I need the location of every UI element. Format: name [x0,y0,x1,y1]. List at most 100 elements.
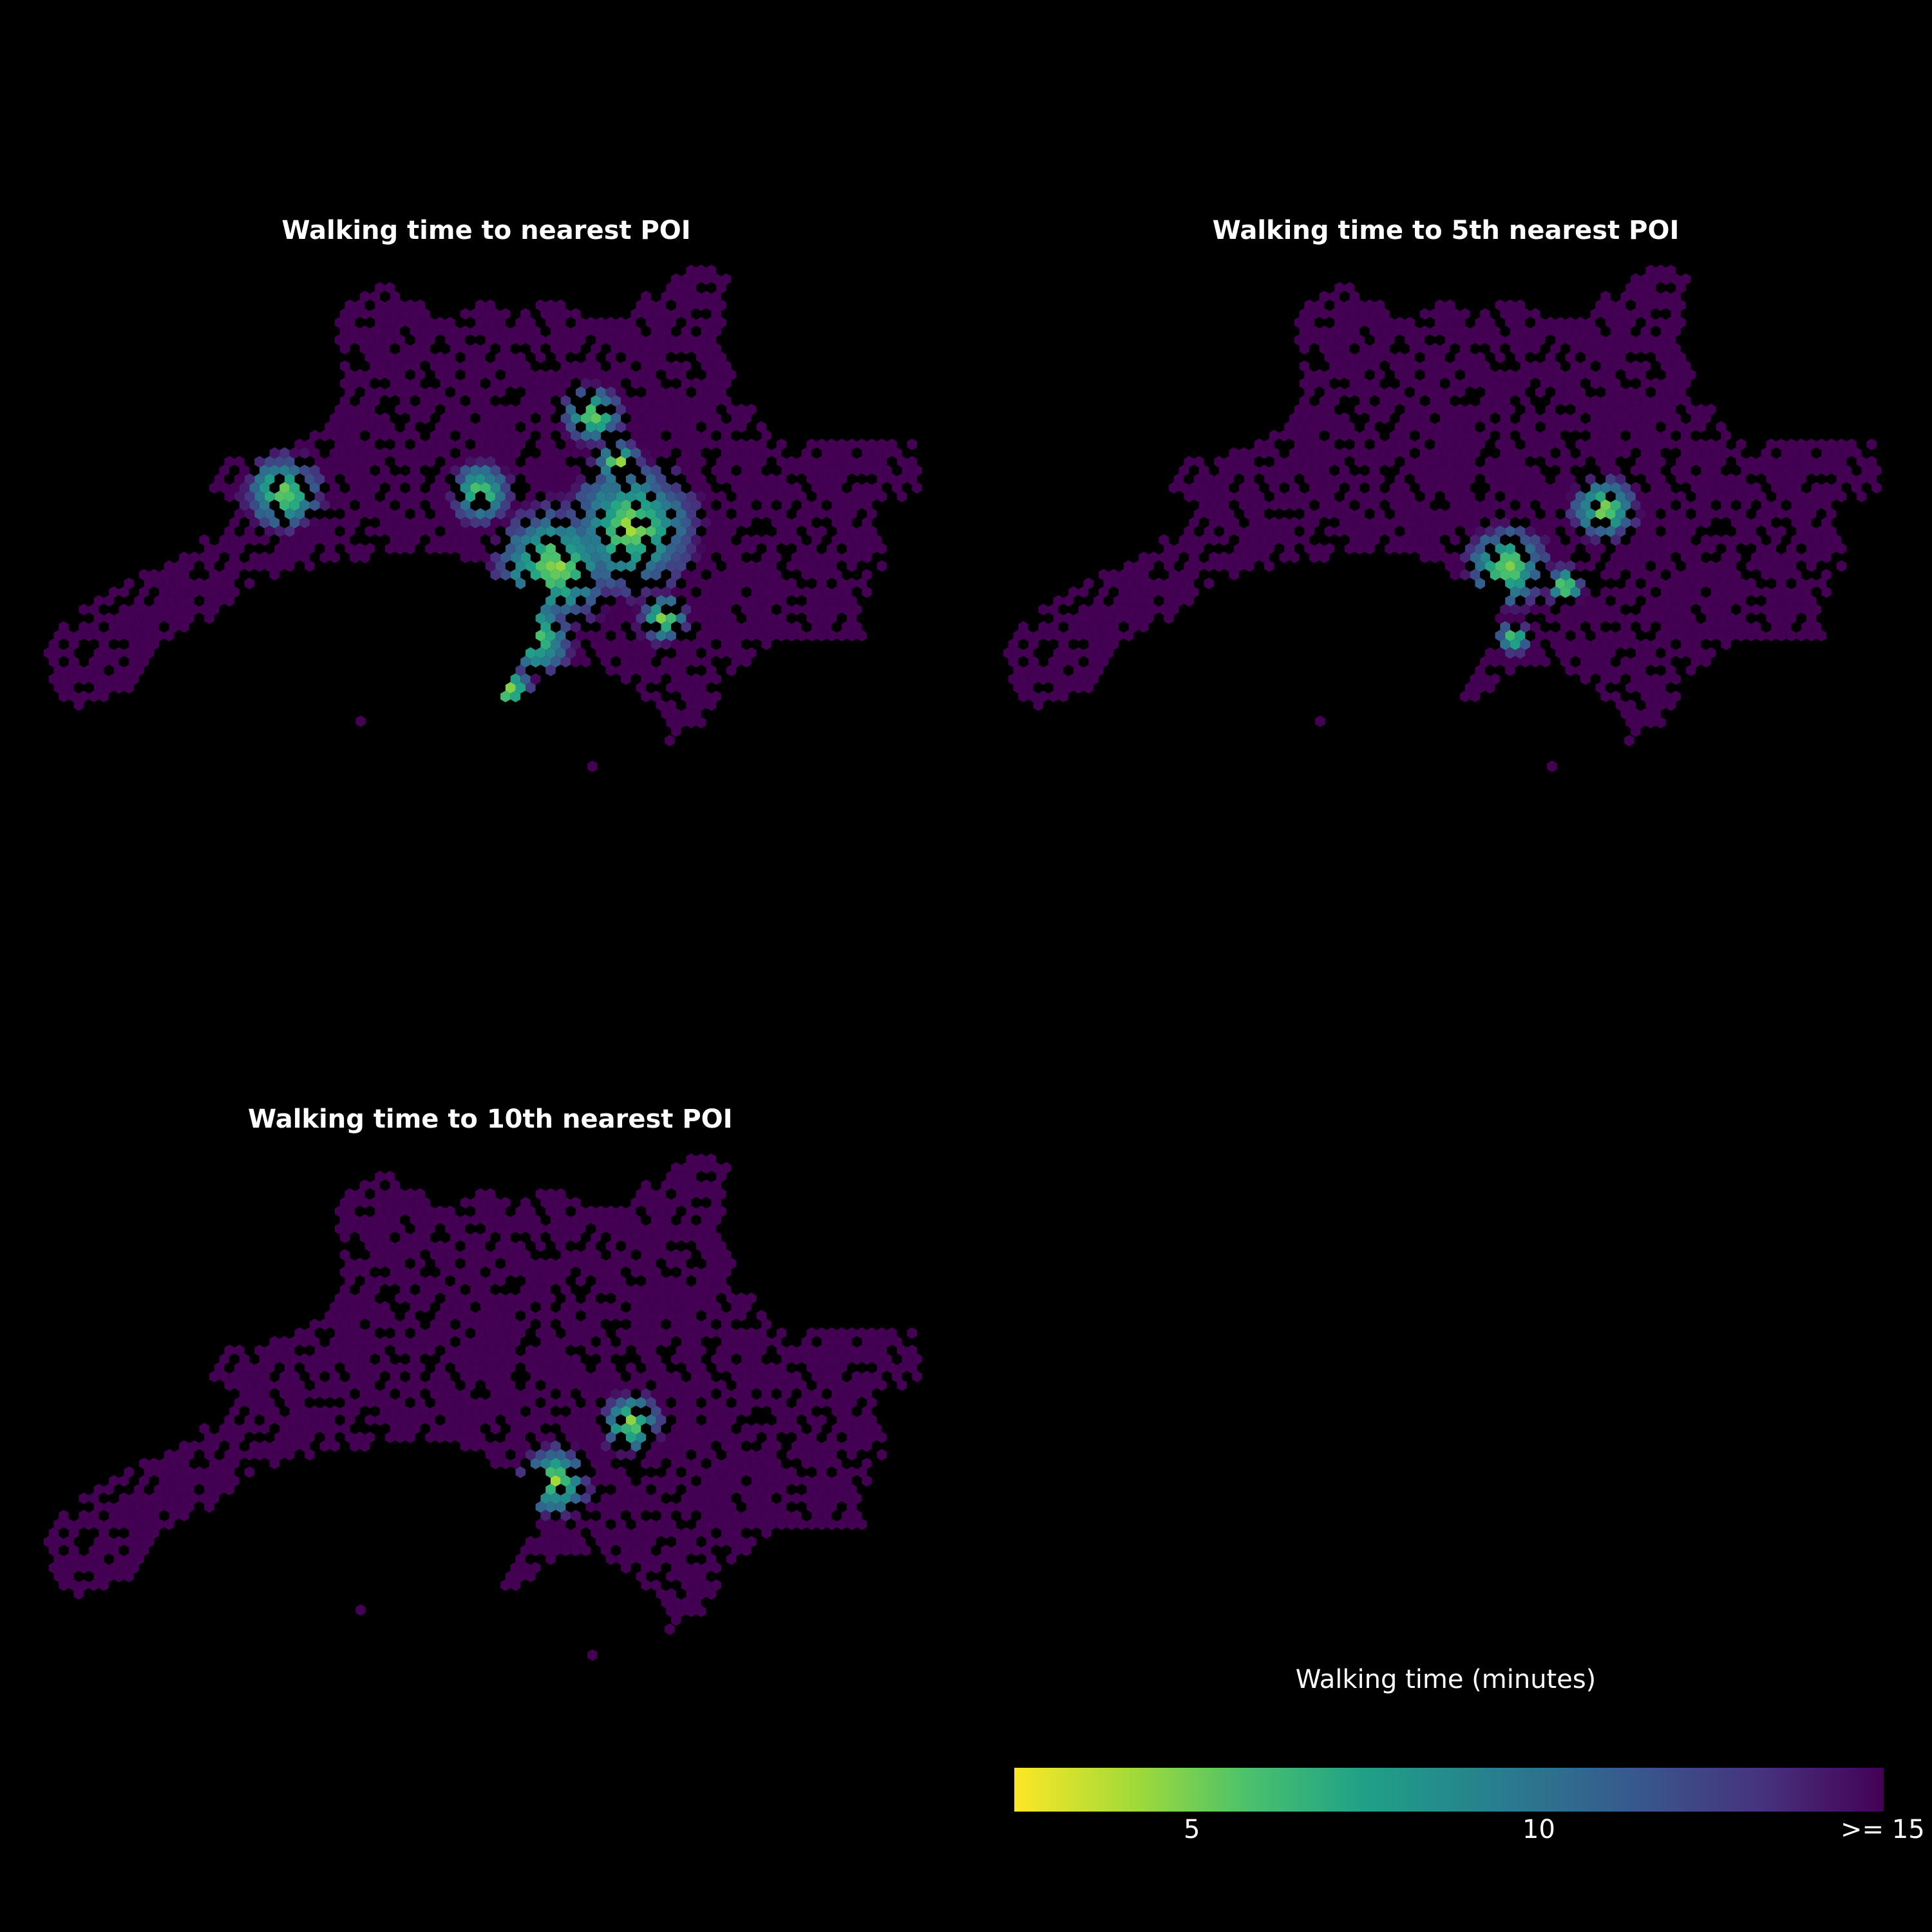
hexbin-cell [605,647,616,659]
hexbin-cell [445,526,455,537]
hexbin-cell [415,299,426,311]
hexbin-cell [485,404,496,415]
hexbin-cell [1480,395,1490,407]
hexbin-cell [585,439,596,450]
hexbin-cell [560,325,571,337]
hexbin-cell [1475,439,1485,450]
hexbin-cell [741,516,752,529]
hexbin-cell [249,551,260,564]
hexbin-cell [731,551,742,564]
hexbin-cell [545,386,556,398]
hexbin-cell [1444,421,1455,433]
hexbin-cell [1460,325,1470,337]
hexbin-cell [580,325,591,337]
hexbin-cell [1716,421,1727,433]
hexbin-cell [535,456,546,468]
hexbin-cell [756,473,767,485]
hexbin-cell [370,343,380,355]
hexbin-cell [490,412,501,424]
hexbin-cell [716,595,726,607]
hexbin-cell [831,499,842,511]
hexbin-cell [1555,334,1566,346]
hexbin-cell [681,690,692,703]
hexbin-cell [666,612,676,624]
hexbin-cell [1525,369,1535,381]
hexbin-cell [741,534,752,546]
hexbin-cell [650,325,661,337]
hexbin-cell [857,630,867,641]
hexbin-cell [761,621,772,633]
hexbin-cell [551,656,561,668]
hexbin-cell [1315,715,1325,727]
hexbin-cell [781,603,792,616]
hexbin-cell [345,334,355,346]
hexbin-cell [325,526,335,537]
hexbin-cell [666,543,676,554]
hexbin-cell [450,534,460,546]
hexbin-cell [1530,360,1540,372]
hexbin-cell [510,447,521,459]
hexbin-cell [359,551,370,564]
hexbin-cell [1605,317,1616,328]
hexbin-cell [726,578,737,589]
hexbin-cell [345,369,355,381]
hexbin-cell [154,630,164,641]
hexbin-cell [650,569,661,581]
hexbin-cell [691,638,701,650]
hexbin-cell [224,491,234,502]
hexbin-cell [756,421,767,433]
hexbin-cell [681,603,692,616]
hexbin-cell [806,526,817,537]
hexbin-cell [571,343,581,355]
hexbin-cell [500,690,511,703]
hexbin-cell [510,499,521,511]
hexbin-cell [636,334,647,346]
hexbin-cell [711,673,721,685]
hexbin-cell [1439,430,1450,442]
hexbin-cell [636,352,647,363]
hexbin-cell [1590,377,1601,390]
hexbin-cell [475,508,486,520]
hexbin-cell [495,421,506,433]
hexbin-cell [736,578,746,589]
hexbin-cell [565,334,576,346]
hexbin-cell [465,421,476,433]
panel-title-nearest: Walking time to nearest POI [281,216,691,245]
hexbin-cell [1329,430,1340,442]
hexbin-cell [625,595,636,607]
hexbin-cell [88,690,99,703]
hexbin-cell [726,647,737,659]
hexbin-cell [636,630,647,641]
hexbin-cell [716,456,726,468]
hexbin-cell [355,404,365,415]
hexbin-cell [415,386,426,398]
hexbin-cell [1836,439,1847,450]
hexbin-cell [686,543,696,554]
hexbin-cell [309,516,320,529]
hexbin-cell [1620,290,1631,303]
hexbin-cell [174,612,184,624]
hexbin-cell [1590,343,1601,355]
hexbin-cell [1299,325,1310,337]
hexbin-cell [846,630,857,641]
hexbin-cell [460,516,471,529]
hexbin-cell [766,473,777,485]
hexbin-cell [826,473,837,485]
hexbin-cell [460,482,471,494]
hexbin-cell [1419,343,1430,355]
hexbin-cell [1475,352,1485,363]
hexbin-cell [1455,317,1465,328]
hexbin-cell [1299,377,1310,390]
hexbin-cell [1359,343,1370,355]
hexbin-cell [555,473,566,485]
hexbin-cell [1294,421,1305,433]
hexbin-cell [164,560,175,572]
hexbin-cell [691,482,701,494]
hexbin-cell [400,360,410,372]
hexbin-cell [1485,421,1495,433]
hexbin-cell [650,482,661,494]
hexbin-cell [1660,412,1671,424]
hexbin-cell [1309,325,1320,337]
hexbin-cell [1354,352,1365,363]
hexbin-cell [1635,386,1646,398]
